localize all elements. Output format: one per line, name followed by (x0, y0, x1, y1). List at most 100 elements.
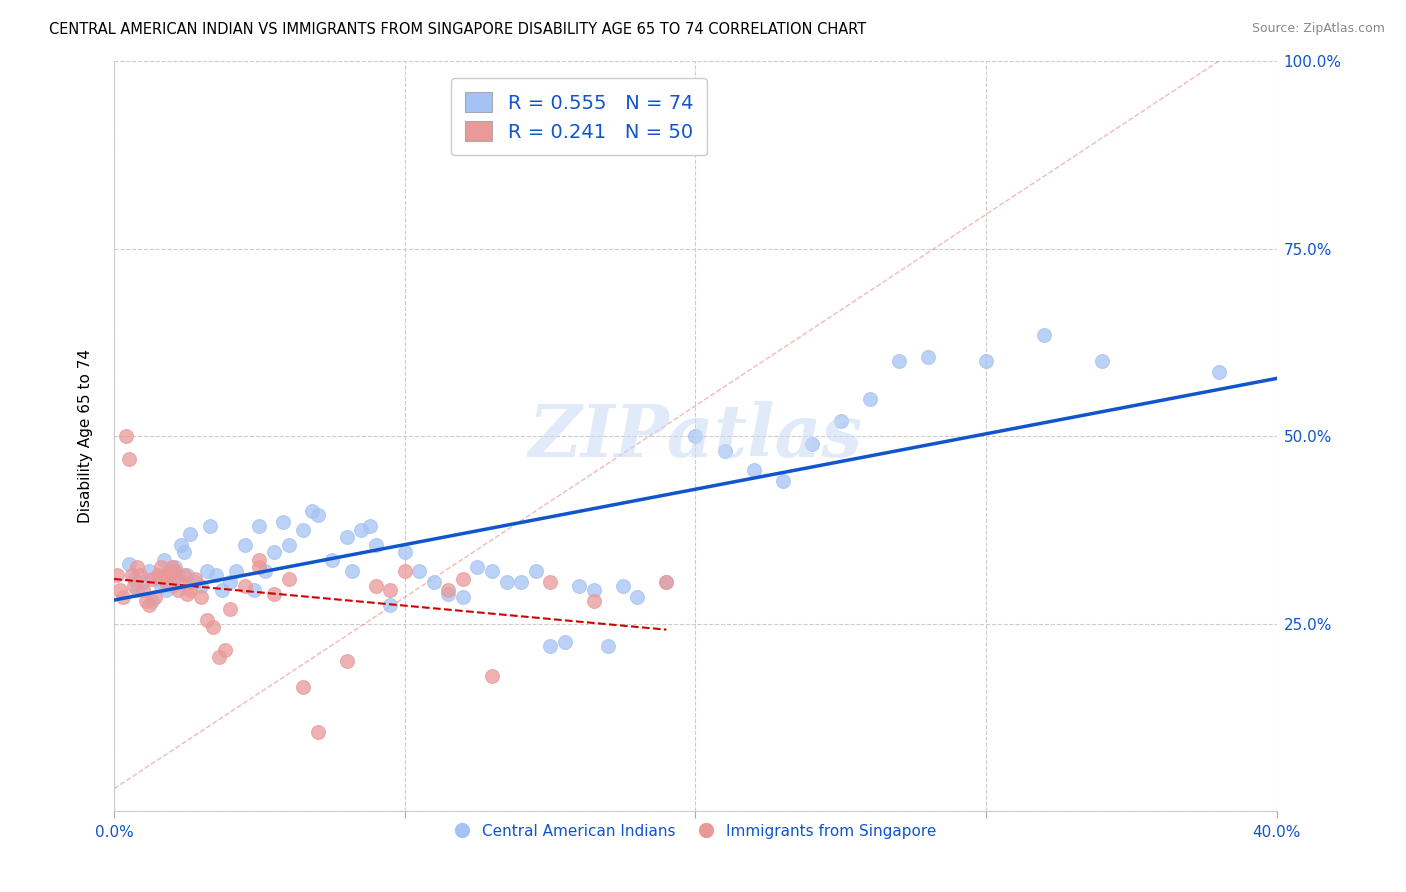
Point (173, 568, 195, 582)
Point (157, 568, 180, 582)
Point (742, 463, 765, 477)
Point (364, 538, 387, 552)
Point (105, 568, 128, 582)
Y-axis label: Disability Age 65 to 74: Disability Age 65 to 74 (79, 349, 93, 524)
Point (146, 568, 169, 582)
Text: Source: ZipAtlas.com: Source: ZipAtlas.com (1251, 22, 1385, 36)
Point (165, 564, 187, 578)
Point (598, 639, 620, 653)
Point (1091, 354, 1114, 368)
Point (568, 579, 591, 593)
Point (249, 560, 271, 574)
Point (394, 545, 416, 559)
Point (336, 654, 359, 668)
Point (249, 553, 271, 567)
Point (626, 591, 648, 605)
Point (524, 564, 547, 578)
Point (132, 575, 155, 590)
Point (495, 575, 517, 590)
Point (538, 639, 561, 653)
Point (114, 429, 136, 443)
Point (800, 436, 823, 450)
Point (219, 601, 242, 615)
Point (364, 579, 387, 593)
Point (292, 681, 315, 695)
Point (146, 572, 169, 586)
Point (141, 572, 163, 586)
Point (554, 635, 576, 649)
Point (141, 594, 163, 608)
Point (380, 598, 402, 612)
Point (1208, 365, 1230, 379)
Point (249, 519, 271, 533)
Point (713, 444, 735, 458)
Point (437, 582, 460, 597)
Point (167, 582, 190, 597)
Point (350, 523, 373, 537)
Point (263, 587, 285, 601)
Point (336, 530, 359, 544)
Point (263, 545, 285, 559)
Point (830, 414, 852, 428)
Legend: Central American Indians, Immigrants from Singapore: Central American Indians, Immigrants fro… (449, 818, 942, 845)
Point (155, 582, 177, 597)
Point (157, 564, 180, 578)
Point (162, 579, 184, 593)
Point (225, 564, 247, 578)
Point (127, 560, 149, 574)
Point (124, 579, 146, 593)
Point (170, 575, 193, 590)
Point (423, 575, 446, 590)
Point (307, 725, 329, 739)
Point (176, 568, 198, 582)
Point (135, 594, 157, 608)
Point (165, 560, 187, 574)
Point (859, 392, 882, 406)
Point (451, 572, 474, 586)
Point (481, 564, 503, 578)
Point (152, 553, 174, 567)
Point (451, 591, 474, 605)
Point (138, 564, 160, 578)
Point (214, 643, 236, 657)
Point (111, 591, 134, 605)
Point (277, 538, 299, 552)
Point (121, 568, 143, 582)
Point (162, 560, 184, 574)
Point (359, 519, 381, 533)
Point (233, 538, 256, 552)
Point (127, 582, 149, 597)
Point (772, 474, 794, 488)
Point (184, 572, 207, 586)
Point (173, 545, 195, 559)
Point (582, 582, 605, 597)
Point (179, 526, 201, 541)
Point (117, 557, 139, 571)
Point (149, 560, 172, 574)
Point (149, 579, 172, 593)
Point (437, 587, 460, 601)
Point (155, 575, 177, 590)
Point (582, 594, 605, 608)
Point (1033, 327, 1056, 342)
Point (205, 568, 228, 582)
Point (117, 451, 139, 466)
Point (201, 620, 224, 634)
Point (655, 575, 678, 590)
Point (887, 354, 910, 368)
Point (190, 579, 212, 593)
Text: CENTRAL AMERICAN INDIAN VS IMMIGRANTS FROM SINGAPORE DISABILITY AGE 65 TO 74 COR: CENTRAL AMERICAN INDIAN VS IMMIGRANTS FR… (49, 22, 866, 37)
Point (917, 351, 939, 365)
Point (195, 564, 218, 578)
Point (394, 564, 416, 578)
Point (195, 613, 218, 627)
Point (685, 429, 707, 443)
Point (208, 650, 231, 665)
Point (538, 575, 561, 590)
Point (467, 560, 489, 574)
Point (108, 582, 131, 597)
Point (176, 587, 198, 601)
Point (380, 582, 402, 597)
Point (254, 564, 277, 578)
Point (321, 553, 343, 567)
